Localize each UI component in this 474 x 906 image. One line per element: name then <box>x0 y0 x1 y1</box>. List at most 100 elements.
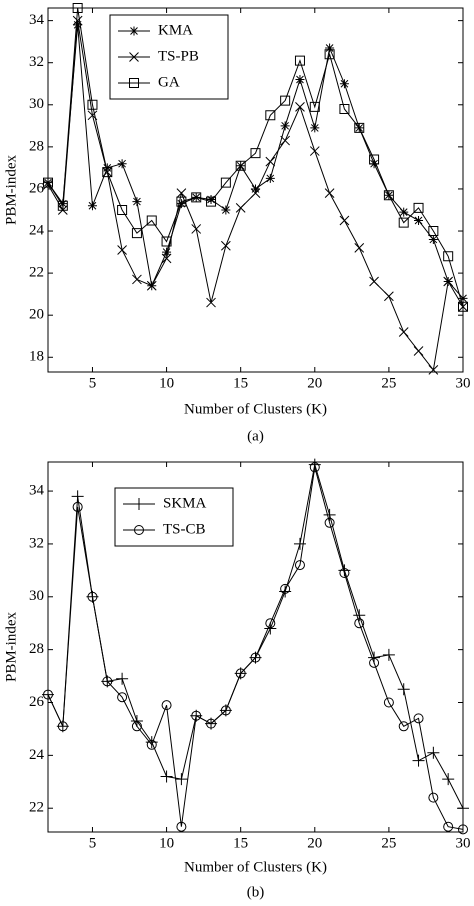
y-axis-label: PBM-index <box>3 612 19 683</box>
point-marker <box>457 802 469 815</box>
point-marker <box>383 697 394 708</box>
legend-marker <box>133 498 145 510</box>
point-marker <box>146 739 157 750</box>
x-tick-label: 10 <box>159 375 174 391</box>
point-marker <box>43 689 54 700</box>
point-marker <box>339 103 350 114</box>
point-marker <box>235 203 246 213</box>
point-marker <box>116 672 129 685</box>
point-marker <box>309 146 320 156</box>
point-marker <box>117 245 127 255</box>
point-marker <box>176 188 187 199</box>
x-tick-label: 20 <box>307 835 322 851</box>
point-marker <box>428 234 438 244</box>
point-marker <box>280 95 291 106</box>
point-marker <box>280 583 291 594</box>
point-marker <box>458 293 468 303</box>
point-marker <box>413 346 424 356</box>
point-marker <box>175 773 188 786</box>
point-marker <box>369 276 379 287</box>
x-tick-label: 30 <box>456 375 471 391</box>
point-marker <box>206 196 217 207</box>
x-tick-label: 15 <box>233 375 248 391</box>
x-tick-label: 30 <box>456 835 471 851</box>
point-marker <box>162 247 172 257</box>
point-marker <box>221 240 231 251</box>
legend-label: GA <box>158 74 180 90</box>
point-marker <box>324 517 335 528</box>
point-marker <box>280 121 290 131</box>
point-marker <box>413 202 424 213</box>
x-tick-label: 25 <box>381 835 396 851</box>
point-marker <box>235 160 246 171</box>
point-marker <box>397 683 410 696</box>
point-marker <box>443 821 454 832</box>
point-marker <box>131 228 142 239</box>
point-marker <box>117 692 128 703</box>
point-marker <box>369 657 380 668</box>
series-line <box>47 7 464 307</box>
y-tick-label: 26 <box>29 180 45 196</box>
y-tick-label: 32 <box>29 535 44 551</box>
legend-box <box>114 487 234 547</box>
point-marker <box>132 274 142 285</box>
point-marker <box>206 718 217 729</box>
point-marker <box>160 770 173 783</box>
point-marker <box>354 243 365 253</box>
x-tick-label: 5 <box>89 835 97 851</box>
point-marker <box>353 609 366 622</box>
point-marker <box>324 188 335 199</box>
y-tick-label: 28 <box>29 641 44 657</box>
point-marker <box>442 773 455 786</box>
point-marker <box>443 276 454 287</box>
point-marker <box>325 43 335 53</box>
point-marker <box>57 721 68 732</box>
point-marker <box>265 110 276 121</box>
point-marker <box>324 49 335 60</box>
y-tick-label: 20 <box>29 307 44 323</box>
caption: (a) <box>247 428 264 444</box>
legend-marker <box>129 78 139 88</box>
point-marker <box>220 705 231 716</box>
point-marker <box>354 618 365 629</box>
point-marker <box>250 188 261 199</box>
point-marker <box>87 201 97 211</box>
x-tick-label: 10 <box>159 835 174 851</box>
point-marker <box>206 297 216 308</box>
point-marker <box>72 15 83 26</box>
legend-label: KMA <box>158 22 193 38</box>
point-marker <box>220 177 231 188</box>
point-marker <box>458 824 469 835</box>
point-marker <box>87 99 98 110</box>
x-tick-label: 20 <box>307 375 322 391</box>
point-marker <box>176 196 187 207</box>
point-marker <box>130 715 143 727</box>
point-marker <box>412 754 425 767</box>
caption: (b) <box>247 884 265 900</box>
y-tick-label: 34 <box>29 483 45 499</box>
y-tick-label: 18 <box>29 349 44 365</box>
point-marker <box>102 676 113 687</box>
point-marker <box>146 280 157 291</box>
y-tick-label: 26 <box>29 694 45 710</box>
point-marker <box>161 236 172 247</box>
point-marker <box>265 156 276 167</box>
legend-marker <box>129 52 139 62</box>
y-tick-label: 32 <box>29 54 44 70</box>
y-tick-label: 22 <box>29 800 44 816</box>
point-marker <box>309 101 320 112</box>
x-tick-label: 5 <box>89 375 97 391</box>
y-axis-label: PBM-index <box>3 155 19 226</box>
point-marker <box>251 184 260 194</box>
point-marker <box>57 200 68 211</box>
point-marker <box>117 159 127 169</box>
point-marker <box>413 713 424 724</box>
point-marker <box>87 591 98 602</box>
point-marker <box>369 154 380 165</box>
point-marker <box>427 746 440 759</box>
point-marker <box>384 291 394 302</box>
point-marker <box>382 648 395 661</box>
x-tick-label: 15 <box>233 835 248 851</box>
point-marker <box>206 194 216 204</box>
